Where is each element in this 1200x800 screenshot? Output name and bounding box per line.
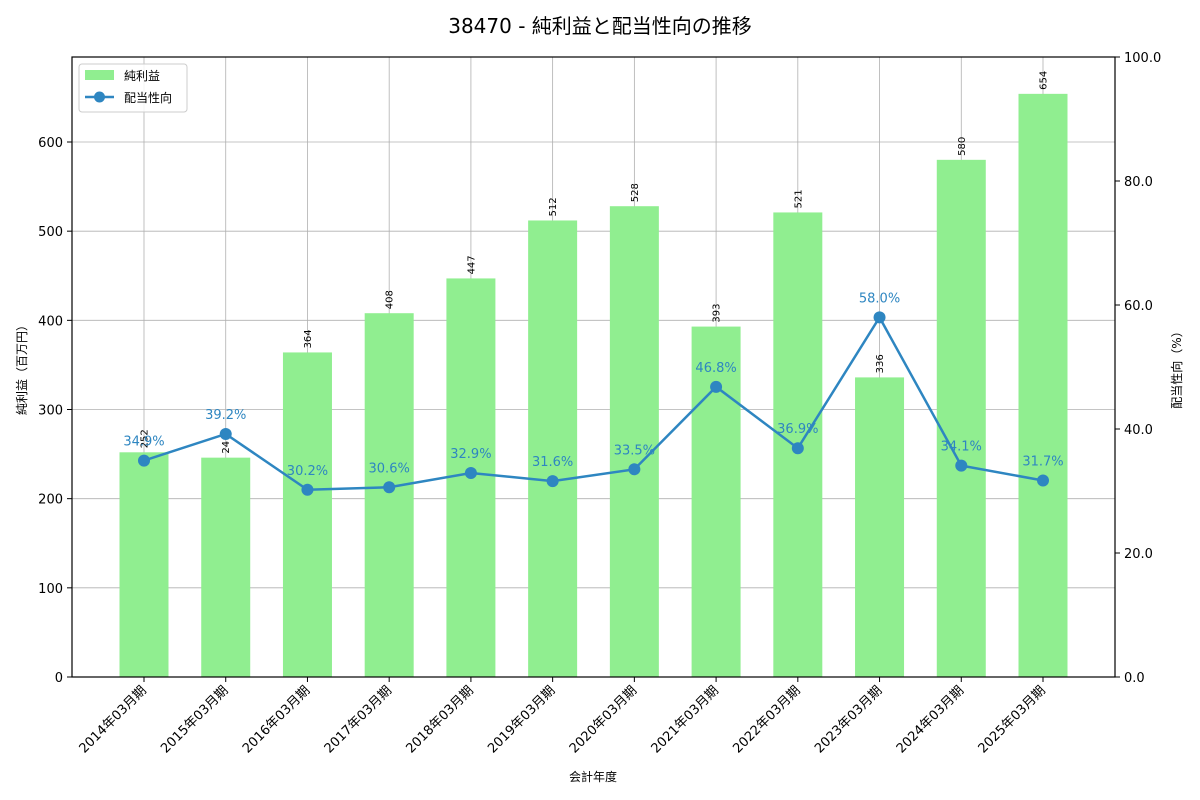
bar-value-label: 24 bbox=[221, 441, 232, 454]
y2-tick-label: 20.0 bbox=[1124, 547, 1153, 562]
line-marker bbox=[219, 427, 232, 440]
bar bbox=[609, 206, 659, 677]
right-y-axis-ticks: 0.0 20.0 40.0 60.0 80.0 100.0 bbox=[1115, 51, 1161, 686]
line-marker bbox=[791, 442, 804, 455]
left-y-axis-label: 純利益（百万円） bbox=[15, 319, 29, 415]
payout-ratio-label: 36.9% bbox=[777, 422, 818, 437]
y-tick-label: 500 bbox=[38, 225, 63, 240]
legend-label-payout-ratio: 配当性向 bbox=[124, 90, 172, 105]
y2-tick-label: 0.0 bbox=[1124, 671, 1145, 686]
legend-bar-swatch-icon bbox=[85, 70, 114, 80]
y-tick-label: 400 bbox=[38, 314, 63, 329]
x-tick-label: 2023年03月期 bbox=[812, 683, 885, 756]
bar bbox=[691, 326, 741, 677]
legend: 純利益 配当性向 bbox=[78, 63, 188, 113]
payout-ratio-label: 39.2% bbox=[205, 408, 246, 423]
payout-ratio-label: 32.9% bbox=[450, 447, 491, 462]
plot-frame bbox=[71, 56, 1116, 678]
line-value-labels: 34.9% 39.2% 30.2% 30.6% 32.9% 31.6% 33.5% 46.8%… bbox=[123, 291, 1063, 478]
bar bbox=[201, 457, 251, 677]
y2-tick-label: 60.0 bbox=[1124, 299, 1153, 314]
x-axis-label: 会計年度 bbox=[569, 769, 617, 784]
bar-value-label: 408 bbox=[385, 290, 396, 309]
payout-ratio-label: 31.6% bbox=[532, 455, 573, 470]
line-marker bbox=[873, 311, 886, 324]
x-axis-ticks: 2014年03月期 2015年03月期 2016年03月期 2017年03月期 2018… bbox=[77, 677, 1049, 757]
line-marker bbox=[138, 454, 150, 467]
y2-tick-label: 80.0 bbox=[1124, 175, 1153, 190]
bar bbox=[282, 352, 332, 677]
x-tick-label: 2021年03月期 bbox=[649, 683, 722, 756]
y2-tick-label: 100.0 bbox=[1124, 51, 1161, 66]
bar bbox=[364, 313, 414, 677]
payout-ratio-line bbox=[143, 314, 1044, 492]
payout-ratio-label: 30.2% bbox=[287, 464, 328, 479]
bar bbox=[119, 452, 169, 677]
bar-value-label: 447 bbox=[466, 255, 477, 274]
x-tick-label: 2014年03月期 bbox=[77, 683, 150, 756]
legend-label-net-income: 純利益 bbox=[124, 69, 160, 83]
bar bbox=[936, 159, 986, 678]
x-tick-label: 2020年03月期 bbox=[567, 683, 640, 756]
bar-value-label: 512 bbox=[548, 197, 559, 216]
bar-value-label: 393 bbox=[712, 303, 723, 322]
line-marker bbox=[383, 481, 396, 494]
bar-value-label: 252 bbox=[140, 429, 151, 448]
payout-ratio-label: 33.5% bbox=[614, 443, 655, 458]
bar-value-label: 336 bbox=[875, 354, 886, 373]
line-series-payout-ratio bbox=[138, 311, 1049, 496]
y-tick-label: 0 bbox=[55, 671, 63, 686]
bar-value-label: 654 bbox=[1039, 71, 1050, 90]
bar-value-label: 528 bbox=[630, 183, 641, 202]
bar-value-label: 521 bbox=[793, 189, 804, 208]
line-marker bbox=[1037, 474, 1049, 487]
x-tick-label: 2025年03月期 bbox=[976, 683, 1049, 756]
y2-tick-label: 40.0 bbox=[1124, 423, 1153, 438]
payout-ratio-label: 30.6% bbox=[369, 461, 410, 476]
x-tick-label: 2016年03月期 bbox=[240, 683, 313, 756]
bar-value-label: 580 bbox=[957, 137, 968, 156]
line-marker bbox=[464, 467, 477, 480]
bar-series-net-income bbox=[119, 93, 1068, 678]
y-tick-label: 100 bbox=[38, 582, 63, 597]
x-tick-label: 2022年03月期 bbox=[730, 683, 803, 756]
x-tick-label: 2018年03月期 bbox=[403, 683, 476, 756]
payout-ratio-label: 34.1% bbox=[941, 440, 982, 455]
x-tick-label: 2015年03月期 bbox=[158, 683, 231, 756]
y-tick-label: 200 bbox=[38, 493, 63, 508]
x-tick-label: 2024年03月期 bbox=[894, 683, 967, 756]
line-marker bbox=[546, 475, 559, 488]
y-tick-label: 300 bbox=[38, 404, 63, 419]
x-tick-label: 2017年03月期 bbox=[322, 683, 395, 756]
payout-ratio-label: 34.9% bbox=[123, 435, 164, 450]
chart-title: 38470 - 純利益と配当性向の推移 bbox=[448, 14, 752, 38]
payout-ratio-label: 46.8% bbox=[695, 361, 736, 376]
payout-ratio-label: 58.0% bbox=[859, 291, 900, 306]
legend-marker-icon bbox=[94, 91, 105, 103]
line-marker bbox=[955, 459, 968, 472]
bar bbox=[528, 220, 578, 677]
y-tick-label: 600 bbox=[38, 136, 63, 151]
right-y-axis-label: 配当性向（%） bbox=[1169, 325, 1184, 408]
x-tick-label: 2019年03月期 bbox=[485, 683, 558, 756]
payout-ratio-label: 31.7% bbox=[1022, 454, 1063, 469]
bar bbox=[855, 377, 905, 677]
line-marker bbox=[710, 380, 723, 393]
line-marker bbox=[628, 463, 641, 476]
bar-value-labels: 252 24 364 408 447 512 528 393 521 336 580 654 bbox=[140, 71, 1050, 454]
bar bbox=[1018, 93, 1068, 678]
left-y-axis-ticks: 0 100 200 300 400 500 600 bbox=[38, 136, 72, 686]
line-marker bbox=[301, 483, 314, 496]
bar-value-label: 364 bbox=[303, 329, 314, 348]
